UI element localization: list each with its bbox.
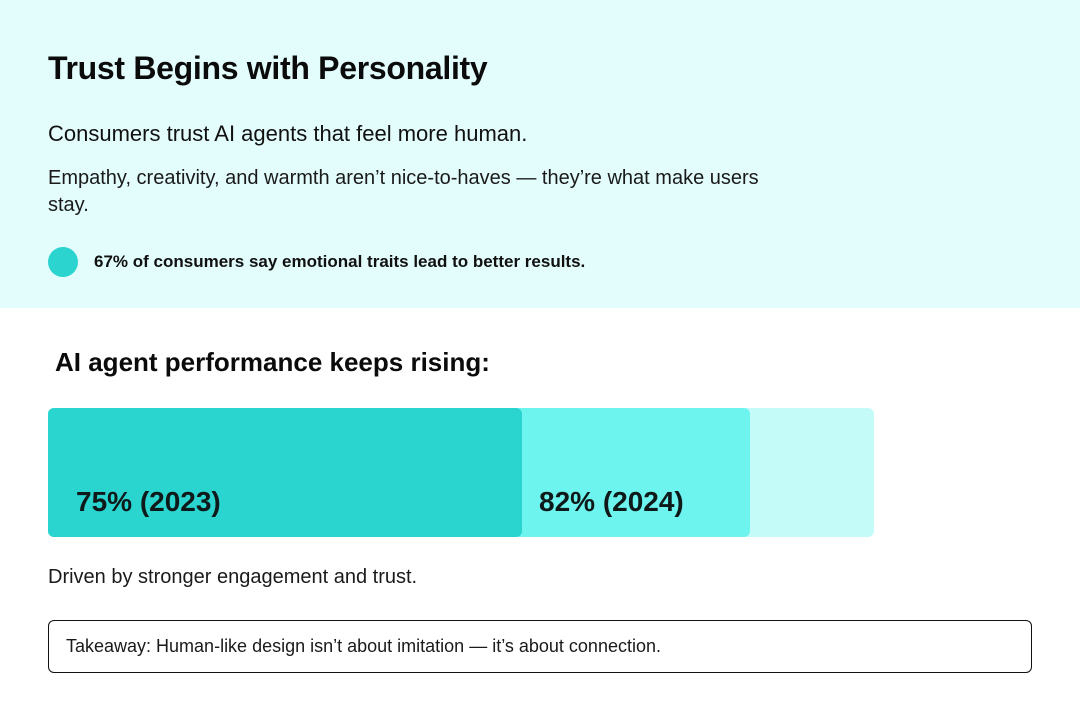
hero-panel: Trust Begins with Personality Consumers … bbox=[0, 0, 1080, 308]
takeaway-box: Takeaway: Human-like design isn’t about … bbox=[48, 620, 1032, 673]
chart-caption: Driven by stronger engagement and trust. bbox=[48, 566, 418, 588]
takeaway-text: Takeaway: Human-like design isn’t about … bbox=[66, 636, 661, 656]
page-subtitle: Consumers trust AI agents that feel more… bbox=[48, 121, 528, 146]
stat-bullet-dot bbox=[48, 247, 78, 277]
intro-text: Empathy, creativity, and warmth aren’t n… bbox=[48, 167, 759, 216]
bar-2023 bbox=[48, 408, 522, 537]
bar-label-2023: 75% (2023) bbox=[76, 486, 221, 517]
stat-text: 67% of consumers say emotional traits le… bbox=[94, 252, 586, 271]
chart-title: AI agent performance keeps rising: bbox=[55, 347, 490, 377]
page-title: Trust Begins with Personality bbox=[48, 50, 488, 86]
bar-label-2024: 82% (2024) bbox=[539, 486, 684, 517]
